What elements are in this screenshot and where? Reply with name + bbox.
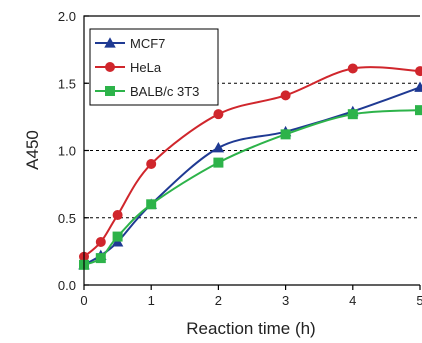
data-point — [146, 199, 157, 210]
axes-layer: 0.0 0.5 1.0 1.5 2.0 0 1 2 3 4 5 — [58, 9, 422, 308]
x-axis-title: Reaction time (h) — [186, 319, 315, 338]
x-tick-label: 3 — [282, 293, 289, 308]
y-tick-label: 2.0 — [58, 9, 76, 24]
data-point — [347, 109, 358, 120]
data-point — [112, 231, 123, 242]
data-point — [347, 63, 358, 74]
series-2 — [79, 105, 422, 270]
x-tick-label: 2 — [215, 293, 222, 308]
data-point — [95, 236, 106, 247]
data-point — [280, 129, 291, 140]
x-tick-label: 1 — [148, 293, 155, 308]
series-line — [83, 86, 421, 266]
legend-swatch-marker — [105, 86, 115, 96]
legend-label: BALB/c 3T3 — [130, 84, 199, 99]
legend-label: MCF7 — [130, 36, 165, 51]
x-tick-label: 5 — [416, 293, 422, 308]
legend: MCF7 HeLa BALB/c 3T3 — [89, 28, 219, 106]
legend-entry: HeLa — [95, 60, 162, 75]
data-point — [95, 253, 106, 264]
data-point — [415, 105, 422, 116]
y-axis-title: A450 — [23, 130, 42, 170]
y-tick-label: 0.5 — [58, 211, 76, 226]
legend-entry: BALB/c 3T3 — [95, 84, 199, 99]
data-point — [280, 90, 291, 101]
data-point — [212, 142, 225, 153]
data-point — [213, 109, 224, 120]
legend-entries: MCF7 HeLa BALB/c 3T3 — [95, 36, 199, 99]
data-point — [112, 210, 123, 221]
x-tick-label: 4 — [349, 293, 356, 308]
legend-entry: MCF7 — [95, 36, 165, 51]
y-tick-label: 1.5 — [58, 76, 76, 91]
legend-swatch-marker — [104, 37, 116, 48]
y-tick-label: 0.0 — [58, 278, 76, 293]
data-point — [213, 157, 224, 168]
data-point — [414, 81, 422, 92]
legend-label: HeLa — [130, 60, 162, 75]
data-point — [415, 66, 422, 77]
y-tick-label: 1.0 — [58, 144, 76, 159]
x-tick-label: 0 — [80, 293, 87, 308]
series-0 — [78, 81, 422, 270]
legend-swatch-marker — [105, 62, 115, 72]
data-point — [146, 158, 157, 169]
